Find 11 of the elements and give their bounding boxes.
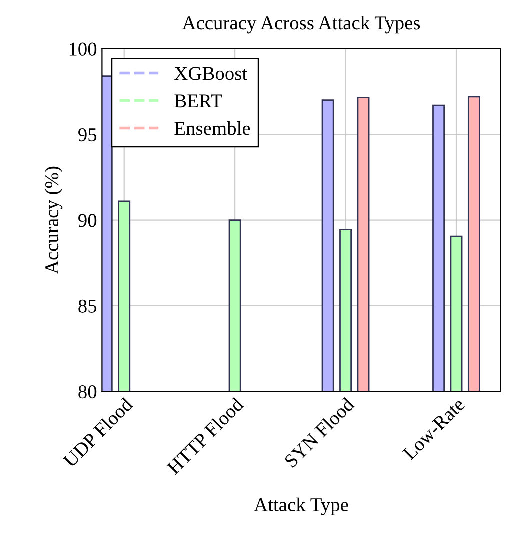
x-axis-title: Attack Type [254, 498, 348, 516]
chart-title: Accuracy Across Attack Types [182, 16, 420, 34]
y-tick-label: 85 [78, 300, 97, 313]
y-axis-title: Accuracy (%) [44, 166, 63, 274]
y-tick-label: 90 [78, 214, 97, 228]
y-tick-label: 95 [78, 128, 97, 142]
y-tick-label: 100 [70, 42, 97, 56]
legend-label: Ensemble [174, 122, 250, 136]
y-tick-label: 80 [78, 385, 97, 399]
legend-label: BERT [174, 94, 222, 108]
legend-label: XGBoost [174, 67, 248, 80]
